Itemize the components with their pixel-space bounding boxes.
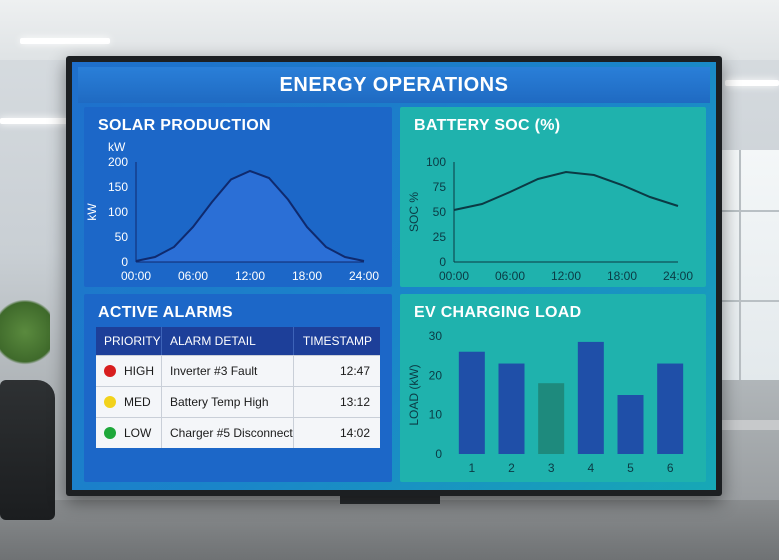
y-tick-label: 150 [108,180,128,194]
x-tick-label: 3 [548,461,555,475]
ceiling-light [725,80,779,86]
series-line [453,170,679,211]
ev-chart: 0 10 20 30 LOAD (kW) 1 2 3 4 5 6 [407,329,684,475]
office-chair [0,380,55,520]
dashboard-title: ENERGY OPERATIONS [78,67,710,103]
alarms-table: PRIORITY ALARM DETAIL TIMESTAMP HIGH Inv… [96,327,380,448]
y-tick-label: 20 [429,368,443,382]
y-axis-label: kW [85,203,99,221]
office-window [719,150,779,380]
header-timestamp[interactable]: TIMESTAMP [302,334,372,348]
x-tick-label: 1 [468,461,475,475]
x-tick-label: 18:00 [292,269,322,283]
office-ceiling [0,0,779,60]
monitor-stand [340,496,440,504]
x-tick-label: 24:00 [663,269,693,283]
header-priority[interactable]: PRIORITY [96,327,162,355]
active-alarms-panel[interactable]: ACTIVE ALARMS PRIORITY ALARM DETAIL TIME… [84,294,392,482]
dashboard-screen: ENERGY OPERATIONS SOLAR PRODUCTION 0 50 10… [72,62,716,490]
y-tick-label: 50 [433,205,447,219]
alarm-time: 13:12 [339,395,370,409]
x-tick-label: 5 [627,461,634,475]
y-tick-label: 100 [426,155,446,169]
ev-panel-title: EV CHARGING LOAD [414,304,582,321]
y-tick-label: 0 [439,255,446,269]
y-axis-label: SOC % [407,192,421,232]
series-area [136,171,364,262]
ev-charging-panel[interactable]: EV CHARGING LOAD 0 10 20 30 LOAD (kW) 1 2 3 4 5 6 [400,294,706,482]
battery-soc-panel[interactable]: BATTERY SOC (%) 0 25 50 75 100 00:00 06:00 12:0… [400,107,706,287]
table-row[interactable]: MED Battery Temp High 13:12 [96,386,380,417]
x-tick-label: 06:00 [495,269,525,283]
table-row[interactable]: LOW Charger #5 Disconnect 14:02 [96,417,380,448]
x-tick-label: 2 [508,461,515,475]
y-tick-label: 0 [121,255,128,269]
ceiling-light [20,38,110,44]
y-tick-label: 50 [115,230,129,244]
solar-chart: 0 50 100 150 200 00:00 06:00 12:00 18:00 24:00 kW k… [85,140,379,283]
y-unit-label: kW [108,140,126,154]
ceiling-light [0,118,70,124]
x-tick-label: 00:00 [121,269,151,283]
office-desk [699,420,779,430]
y-tick-label: 25 [433,230,447,244]
ev-bar [458,351,485,454]
x-tick-label: 06:00 [178,269,208,283]
x-tick-label: 6 [667,461,674,475]
x-tick-label: 12:00 [235,269,265,283]
ev-bar [657,363,684,454]
battery-chart: 0 25 50 75 100 00:00 06:00 12:00 18:00 24:00 SOC % [407,155,693,283]
alarm-time: 14:02 [339,426,370,440]
status-dot-icon [104,396,116,408]
y-tick-label: 100 [108,205,128,219]
ev-bar [617,395,644,454]
table-row[interactable]: HIGH Inverter #3 Fault 12:47 [96,355,380,386]
x-tick-label: 24:00 [349,269,379,283]
series-line [135,169,365,262]
solar-panel-title: SOLAR PRODUCTION [98,117,271,134]
alarm-priority: LOW [124,426,152,440]
y-tick-label: 0 [435,447,442,461]
y-tick-label: 10 [429,408,443,422]
ev-bar [577,341,604,454]
header-alarm-detail[interactable]: ALARM DETAIL [162,327,294,355]
office-floor [0,500,779,560]
alarms-panel-title: ACTIVE ALARMS [98,304,233,321]
alarm-time: 12:47 [339,364,370,378]
ev-bar [498,363,525,454]
solar-production-panel[interactable]: SOLAR PRODUCTION 0 50 100 150 200 00:00 06:00 1… [84,107,392,287]
x-tick-label: 00:00 [439,269,469,283]
y-axis-label: LOAD (kW) [407,364,421,425]
battery-panel-title: BATTERY SOC (%) [414,117,561,134]
x-tick-label: 4 [587,461,594,475]
wall-monitor: ENERGY OPERATIONS SOLAR PRODUCTION 0 50 10… [66,56,722,496]
y-tick-label: 200 [108,155,128,169]
x-tick-label: 12:00 [551,269,581,283]
status-dot-icon [104,365,116,377]
status-dot-icon [104,427,116,439]
ev-bar [538,383,565,454]
alarm-detail: Battery Temp High [162,387,294,417]
alarm-priority: MED [124,395,151,409]
y-tick-label: 75 [433,180,447,194]
alarms-table-header: PRIORITY ALARM DETAIL TIMESTAMP [96,327,380,355]
y-tick-label: 30 [429,329,443,343]
alarm-detail: Inverter #3 Fault [162,356,294,386]
office-plant [0,300,50,380]
alarm-priority: HIGH [124,364,154,378]
x-tick-label: 18:00 [607,269,637,283]
alarm-detail: Charger #5 Disconnect [162,418,294,448]
